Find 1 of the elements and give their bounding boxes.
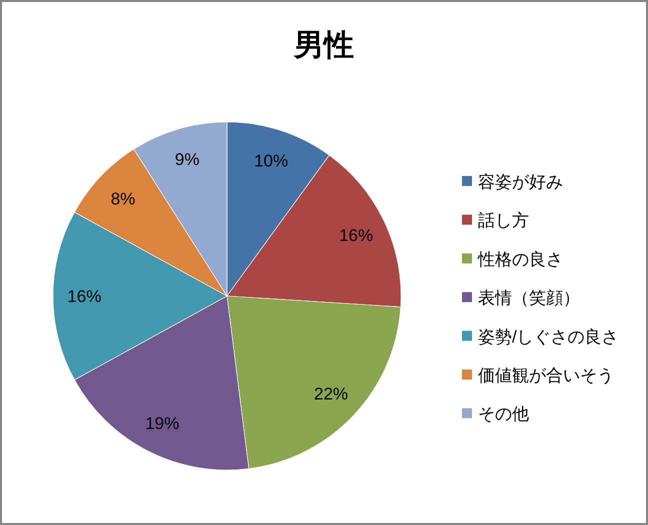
title: 男性 bbox=[294, 29, 354, 62]
